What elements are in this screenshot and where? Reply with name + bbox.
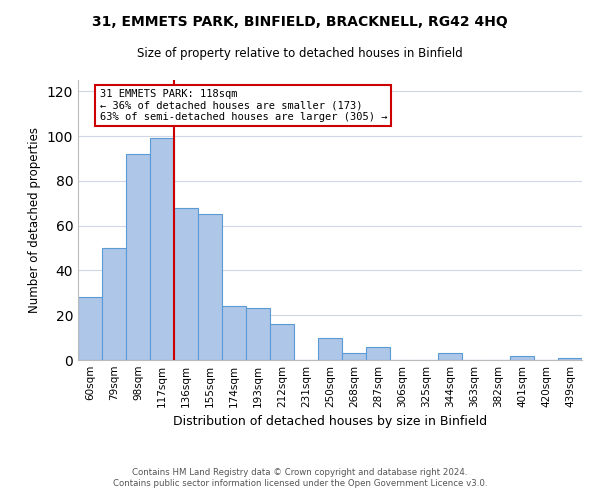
Bar (174, 208, 198, 360)
Bar (102, 248, 126, 360)
Bar (318, 338, 342, 360)
Bar (222, 306, 246, 360)
Bar (78, 298, 102, 360)
Text: Contains HM Land Registry data © Crown copyright and database right 2024.
Contai: Contains HM Land Registry data © Crown c… (113, 468, 487, 487)
Bar (198, 214, 222, 360)
Bar (342, 354, 366, 360)
Bar (558, 358, 582, 360)
Y-axis label: Number of detached properties: Number of detached properties (28, 127, 41, 313)
Text: 31, EMMETS PARK, BINFIELD, BRACKNELL, RG42 4HQ: 31, EMMETS PARK, BINFIELD, BRACKNELL, RG… (92, 15, 508, 29)
Bar (246, 308, 270, 360)
X-axis label: Distribution of detached houses by size in Binfield: Distribution of detached houses by size … (173, 416, 487, 428)
Bar (270, 324, 294, 360)
Text: Size of property relative to detached houses in Binfield: Size of property relative to detached ho… (137, 48, 463, 60)
Bar (126, 154, 150, 360)
Bar (366, 346, 390, 360)
Bar (150, 138, 174, 360)
Bar (438, 354, 462, 360)
Bar (510, 356, 534, 360)
Text: 31 EMMETS PARK: 118sqm
← 36% of detached houses are smaller (173)
63% of semi-de: 31 EMMETS PARK: 118sqm ← 36% of detached… (100, 89, 387, 122)
